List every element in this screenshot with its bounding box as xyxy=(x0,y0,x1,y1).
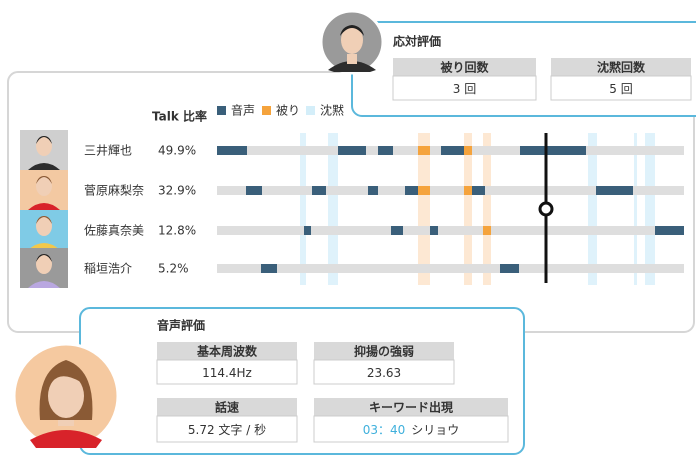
silence-band xyxy=(328,133,338,285)
screen: Talk 比率 音声 被り 沈黙 応対評価 被り回数 3 回 沈黙回数 5 回 音声評… xyxy=(0,0,696,456)
talk-ratio: 5.2% xyxy=(158,262,189,276)
speaker-name: 佐藤真奈美 xyxy=(84,224,144,238)
legend-swatch xyxy=(306,106,315,115)
card-title: 応対評価 xyxy=(393,34,441,49)
card-title: 音声評価 xyxy=(157,318,205,333)
track xyxy=(217,226,684,235)
silence-band xyxy=(645,133,655,285)
track xyxy=(217,264,684,273)
talk-header: Talk 比率 xyxy=(152,109,207,124)
voice-segment xyxy=(520,146,586,155)
legend-label: 音声 xyxy=(231,103,255,118)
page: {"talk_header":"Talk 比率", "legend":["音声"… xyxy=(0,0,696,456)
voice-segment xyxy=(217,146,247,155)
metric-value: 5.72 文字 / 秒 xyxy=(188,422,266,437)
metric-value-part: シリョウ xyxy=(411,423,459,437)
voice-segment xyxy=(378,146,393,155)
overlap-segment xyxy=(418,186,430,195)
legend-swatch xyxy=(217,106,226,115)
metric-value-part: 5.72 文字 / 秒 xyxy=(188,422,266,437)
voice-segment xyxy=(472,186,485,195)
overlap-band xyxy=(418,133,430,285)
voice-segment xyxy=(596,186,633,195)
overlap-segment xyxy=(464,186,472,195)
speaker-name: 菅原麻梨奈 xyxy=(84,183,144,198)
overlap-segment xyxy=(483,226,491,235)
metric-label: キーワード出現 xyxy=(369,400,453,415)
voice-segment xyxy=(430,226,438,235)
voice-segment xyxy=(261,264,277,273)
silence-band xyxy=(588,133,597,285)
legend-swatch xyxy=(262,106,271,115)
metric-value: 5 回 xyxy=(609,82,632,96)
legend-label: 沈黙 xyxy=(320,103,344,118)
voice-segment xyxy=(405,186,418,195)
overlap-band xyxy=(483,133,491,285)
talk-ratio: 12.8% xyxy=(158,224,196,238)
overlap-segment xyxy=(464,146,472,155)
voice-segment xyxy=(391,226,403,235)
metric-value-part: 3 回 xyxy=(453,82,476,96)
metric-value: 114.4Hz xyxy=(202,366,252,380)
voice-segment xyxy=(304,226,311,235)
metric-value-part: 23.63 xyxy=(367,366,401,380)
voice-segment xyxy=(312,186,326,195)
metric-value: 3 回 xyxy=(453,82,476,96)
voice-segment xyxy=(655,226,684,235)
silence-band xyxy=(300,133,306,285)
avatar xyxy=(14,344,118,448)
voice-segment xyxy=(368,186,378,195)
voice-segment xyxy=(441,146,464,155)
metric-value-part: 5 回 xyxy=(609,82,632,96)
legend-label: 被り xyxy=(276,104,300,118)
metric-label: 基本周波数 xyxy=(196,344,258,359)
playhead-knob xyxy=(540,203,552,215)
voice-segment xyxy=(338,146,366,155)
metric-label: 話速 xyxy=(215,400,239,415)
avatar xyxy=(321,11,383,73)
speaker-name: 稲垣浩介 xyxy=(84,262,132,276)
metric-value-part: 114.4Hz xyxy=(202,366,252,380)
metric-value: 23.63 xyxy=(367,366,401,380)
metric-value-part: 03：40 xyxy=(363,423,406,437)
silence-band xyxy=(634,133,637,285)
voice-segment xyxy=(500,264,519,273)
speaker-name: 三井輝也 xyxy=(84,144,132,158)
talk-ratio: 32.9% xyxy=(158,184,196,198)
overlap-band xyxy=(464,133,472,285)
overlap-segment xyxy=(418,146,430,155)
talk-ratio: 49.9% xyxy=(158,144,196,158)
metric-label: 沈黙回数 xyxy=(597,60,646,75)
metric-label: 抑揚の強弱 xyxy=(354,344,414,359)
metric-label: 被り回数 xyxy=(440,60,489,75)
voice-segment xyxy=(246,186,262,195)
metric-value: 03：40 シリョウ xyxy=(363,423,460,437)
